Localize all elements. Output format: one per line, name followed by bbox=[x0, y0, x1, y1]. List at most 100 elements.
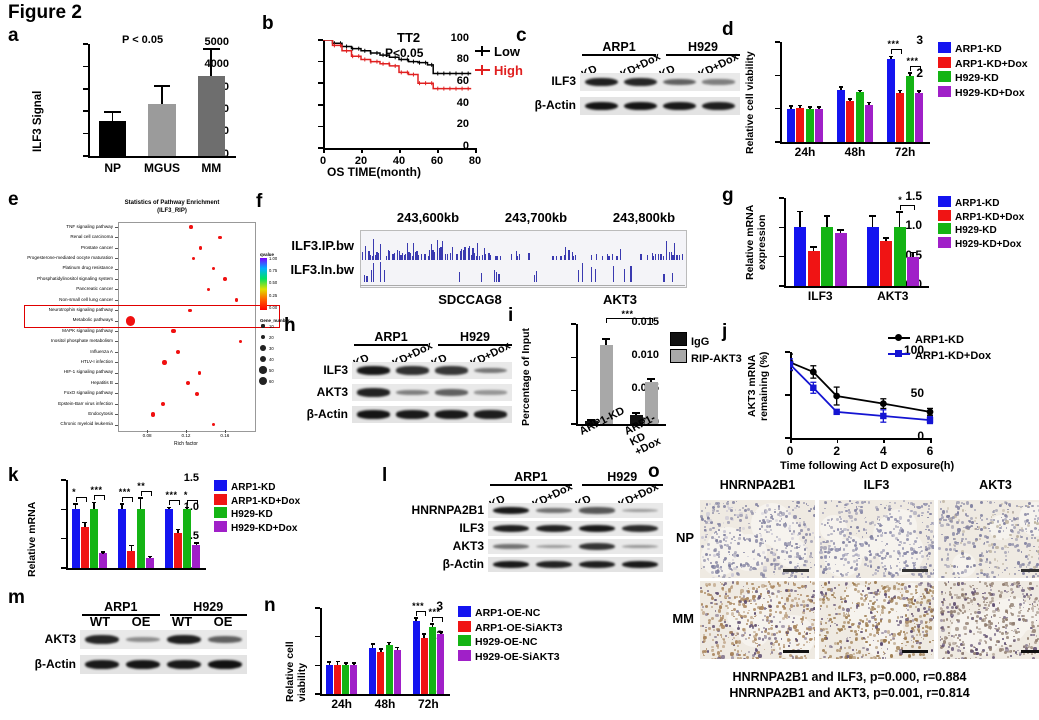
ip-peak bbox=[573, 255, 575, 260]
blot-row bbox=[352, 384, 512, 401]
input-peak bbox=[535, 270, 538, 282]
nucleus bbox=[813, 513, 815, 518]
nucleus bbox=[735, 652, 739, 656]
nucleus bbox=[804, 616, 808, 620]
nucleus bbox=[969, 504, 974, 508]
nucleus bbox=[739, 534, 741, 536]
nucleus bbox=[985, 608, 988, 612]
nucleus bbox=[772, 584, 776, 588]
nucleus bbox=[905, 590, 909, 594]
nucleus bbox=[783, 542, 788, 546]
nucleus bbox=[746, 622, 749, 626]
nucleus bbox=[725, 605, 728, 608]
nucleus bbox=[747, 555, 749, 558]
nucleus bbox=[796, 601, 798, 604]
vacuole bbox=[819, 514, 848, 543]
error-cap bbox=[896, 211, 903, 213]
pathway-label: Chronic myeloid leukemia bbox=[60, 421, 113, 427]
nucleus bbox=[985, 613, 989, 617]
nucleus bbox=[742, 657, 746, 659]
nucleus bbox=[1036, 562, 1039, 566]
nucleus bbox=[960, 570, 964, 574]
nucleus bbox=[971, 542, 975, 546]
nucleus bbox=[986, 601, 989, 604]
nucleus bbox=[788, 525, 791, 528]
nucleus bbox=[786, 630, 790, 633]
nucleus bbox=[947, 626, 950, 628]
nucleus bbox=[745, 514, 748, 517]
bar bbox=[880, 241, 892, 286]
error-cap bbox=[129, 544, 134, 547]
nucleus bbox=[731, 581, 735, 584]
error-cap bbox=[414, 617, 418, 619]
nucleus bbox=[811, 582, 815, 586]
nucleus bbox=[744, 505, 747, 508]
legend-item: IgG bbox=[670, 332, 709, 348]
nucleus bbox=[998, 566, 1001, 569]
nucleus bbox=[700, 589, 704, 593]
ip-peak bbox=[374, 255, 377, 260]
nucleus bbox=[1019, 529, 1022, 532]
nucleus bbox=[1032, 600, 1036, 603]
x-category-label: 72h bbox=[417, 697, 439, 711]
nucleus bbox=[913, 511, 917, 515]
gene-legend-dot bbox=[259, 355, 267, 363]
nucleus bbox=[852, 549, 855, 552]
nucleus bbox=[769, 605, 773, 609]
nucleus bbox=[928, 602, 932, 606]
nucleus bbox=[796, 604, 799, 607]
nucleus bbox=[880, 619, 883, 622]
nucleus bbox=[1016, 517, 1020, 520]
nucleus bbox=[1003, 568, 1006, 571]
pathway-label: Non-small cell lung cancer bbox=[59, 296, 113, 302]
nucleus bbox=[885, 514, 889, 518]
nucleus bbox=[851, 623, 855, 626]
nucleus bbox=[876, 611, 878, 613]
nucleus bbox=[701, 567, 703, 570]
bar bbox=[369, 648, 377, 694]
ip-peak bbox=[470, 254, 473, 260]
nucleus bbox=[1020, 535, 1024, 539]
nucleus bbox=[966, 514, 969, 518]
nucleus bbox=[773, 616, 775, 618]
nucleus bbox=[1014, 629, 1017, 632]
nucleus bbox=[763, 597, 765, 600]
nucleus bbox=[860, 593, 863, 596]
nucleus bbox=[892, 549, 896, 553]
nucleus bbox=[749, 599, 752, 603]
nucleus bbox=[776, 522, 780, 526]
y-tick bbox=[61, 567, 66, 569]
nucleus bbox=[885, 554, 888, 557]
nucleus bbox=[810, 566, 813, 569]
nucleus bbox=[943, 636, 948, 640]
nucleus bbox=[906, 550, 909, 554]
nucleus bbox=[945, 519, 947, 521]
nucleus bbox=[1005, 616, 1008, 619]
panel-k-plot: 0.0 0.5 1.0 1.5 * *** *** ** *** * bbox=[61, 472, 206, 572]
nucleus bbox=[749, 624, 753, 628]
nucleus bbox=[716, 633, 720, 637]
nucleus bbox=[734, 640, 739, 644]
panel-d-chart: Relative cell viability 012324h48h72h***… bbox=[742, 28, 1037, 178]
nucleus bbox=[723, 619, 726, 622]
nucleus bbox=[944, 572, 947, 575]
nucleus bbox=[738, 595, 741, 599]
y-tick bbox=[315, 635, 320, 638]
nucleus bbox=[987, 522, 990, 526]
error-cap bbox=[91, 501, 97, 504]
nucleus bbox=[950, 517, 953, 520]
nucleus bbox=[993, 543, 996, 546]
nucleus bbox=[763, 566, 767, 570]
nucleus bbox=[1029, 582, 1033, 585]
nucleus bbox=[926, 621, 929, 624]
nucleus bbox=[847, 514, 851, 518]
nucleus bbox=[764, 576, 768, 578]
y-axis bbox=[320, 608, 322, 694]
nucleus bbox=[719, 581, 722, 584]
nucleus bbox=[1026, 504, 1030, 508]
nucleus bbox=[1016, 581, 1020, 585]
bar bbox=[805, 108, 814, 142]
nucleus bbox=[884, 544, 887, 547]
nucleus bbox=[962, 542, 967, 546]
nucleus bbox=[910, 556, 914, 559]
